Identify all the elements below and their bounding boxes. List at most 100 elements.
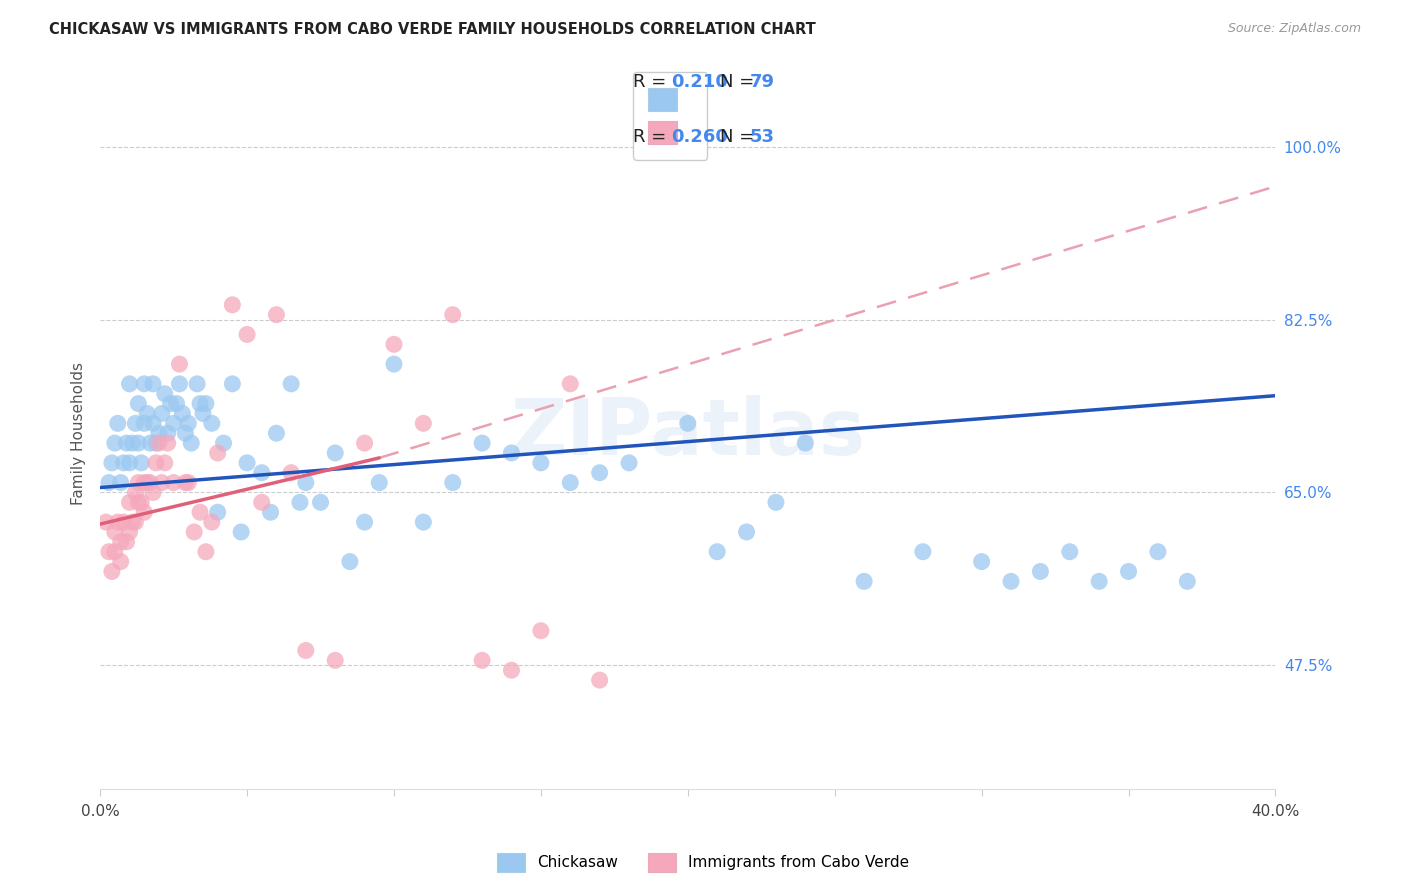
Point [1088,574,1111,589]
Point [174,475,197,490]
Point [188,396,211,410]
Point [194,545,217,559]
Point [323,653,346,667]
Point [201,515,224,529]
Point [353,515,375,529]
Point [794,436,817,450]
Point [129,495,152,509]
Point [112,515,135,529]
Point [441,308,464,322]
Point [121,436,143,450]
Point [911,545,934,559]
Point [139,436,162,450]
Point [1147,545,1170,559]
Point [180,436,202,450]
Point [266,308,288,322]
Point [1059,545,1081,559]
Point [236,456,259,470]
Point [706,545,728,559]
Point [588,466,610,480]
Point [127,396,149,410]
Text: R =: R = [633,128,672,146]
Point [280,376,302,391]
Point [107,417,129,431]
Point [115,534,138,549]
Point [259,505,281,519]
Point [765,495,787,509]
Text: 0.210: 0.210 [671,73,727,91]
Point [124,515,146,529]
Point [266,426,288,441]
Point [1175,574,1198,589]
Point [145,456,167,470]
Point [94,515,117,529]
Point [236,327,259,342]
Point [104,524,127,539]
Point [118,456,141,470]
Point [142,417,165,431]
Point [142,376,165,391]
Point [148,436,170,450]
Point [166,396,188,410]
Point [134,417,156,431]
Point [676,417,699,431]
Point [169,357,191,371]
Point [188,505,211,519]
Point [250,466,273,480]
Point [115,436,138,450]
Point [134,475,156,490]
Point [136,407,159,421]
Point [970,555,993,569]
Point [368,475,391,490]
Point [588,673,610,687]
Point [1000,574,1022,589]
Point [153,386,176,401]
Point [101,565,124,579]
Point [530,624,553,638]
Point [134,505,156,519]
Point [231,524,253,539]
Point [127,475,149,490]
Point [617,456,640,470]
Point [153,456,176,470]
Point [127,495,149,509]
Point [142,485,165,500]
Point [471,436,494,450]
Text: N =: N = [720,73,759,91]
Point [162,417,184,431]
Point [412,417,434,431]
Point [110,534,132,549]
Point [353,436,375,450]
Point [194,396,217,410]
Point [183,524,205,539]
Text: Source: ZipAtlas.com: Source: ZipAtlas.com [1227,22,1361,36]
Point [104,545,127,559]
Point [136,475,159,490]
Point [501,663,523,677]
Point [127,436,149,450]
Text: 79: 79 [749,73,775,91]
Point [212,436,235,450]
Point [118,376,141,391]
Text: ZIPatlas: ZIPatlas [510,395,865,471]
Point [110,555,132,569]
Point [159,396,181,410]
Point [172,407,194,421]
Point [124,417,146,431]
Text: R =: R = [633,73,672,91]
Text: CHICKASAW VS IMMIGRANTS FROM CABO VERDE FAMILY HOUSEHOLDS CORRELATION CHART: CHICKASAW VS IMMIGRANTS FROM CABO VERDE … [49,22,815,37]
Point [501,446,523,460]
Point [148,426,170,441]
Point [118,524,141,539]
Point [124,485,146,500]
Point [156,436,179,450]
Point [309,495,332,509]
Point [382,337,405,351]
Point [97,475,120,490]
Point [129,456,152,470]
Point [382,357,405,371]
Point [530,456,553,470]
Legend: , : , [633,72,707,160]
Point [250,495,273,509]
Text: 0.260: 0.260 [671,128,727,146]
